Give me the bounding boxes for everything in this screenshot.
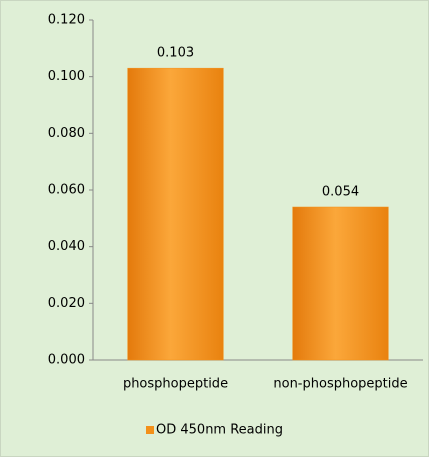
y-tick-label: 0.060 <box>48 183 85 198</box>
x-tick-label: phosphopeptide <box>123 377 228 392</box>
bar <box>127 67 224 361</box>
y-tick-label: 0.020 <box>48 296 85 311</box>
legend-swatch <box>146 426 154 434</box>
value-label: 0.054 <box>322 185 359 200</box>
y-tick-label: 0.040 <box>48 239 85 254</box>
x-tick-label: non-phosphopeptide <box>273 377 407 392</box>
value-label: 0.103 <box>157 46 194 61</box>
legend-label: OD 450nm Reading <box>156 423 283 438</box>
y-tick-label: 0.100 <box>48 69 85 84</box>
y-tick-label: 0.000 <box>48 353 85 368</box>
y-tick-label: 0.080 <box>48 126 85 141</box>
bar <box>292 206 389 361</box>
y-tick-label: 0.120 <box>48 13 85 28</box>
